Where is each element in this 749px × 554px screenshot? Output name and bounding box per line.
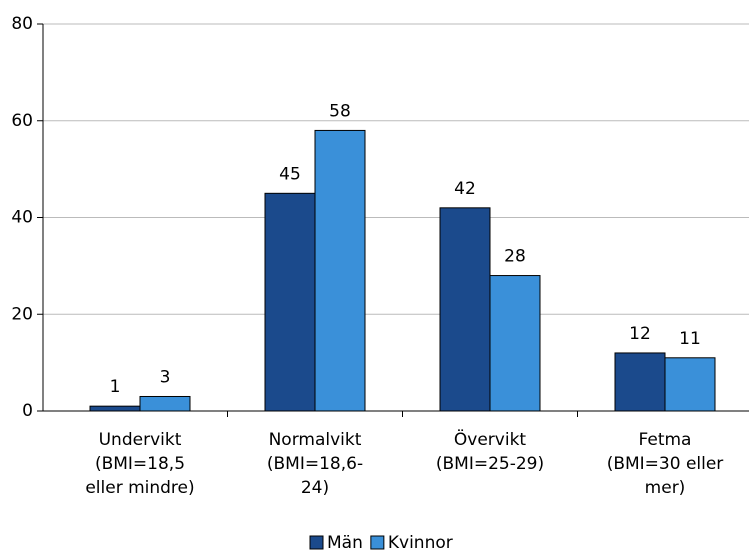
bar: [139, 395, 191, 412]
legend-label: Kvinnor: [388, 533, 453, 553]
x-tick-label: Övervikt (BMI=25-29): [435, 430, 545, 474]
bar: [664, 357, 716, 412]
data-label: 58: [329, 101, 351, 121]
bar: [314, 129, 366, 412]
bar: [489, 275, 541, 412]
data-label: 42: [454, 179, 476, 199]
legend-swatch: [309, 535, 324, 550]
y-tick-label: 20: [11, 304, 33, 324]
legend-label: Män: [327, 533, 363, 553]
legend-swatch: [370, 535, 385, 550]
y-tick-label: 0: [22, 401, 33, 421]
data-label: 45: [279, 164, 301, 184]
data-label: 3: [160, 367, 171, 387]
data-label: 28: [504, 247, 526, 267]
x-tick-label: Undervikt (BMI=18,5 eller mindre): [85, 430, 195, 498]
y-tick-label: 40: [11, 208, 33, 228]
x-tick-label: Normalvikt (BMI=18,6- 24): [266, 430, 364, 498]
data-label: 12: [629, 324, 651, 344]
bar: [89, 405, 141, 412]
y-tick-label: 80: [11, 14, 33, 34]
bar: [264, 192, 316, 412]
data-label: 11: [679, 329, 701, 349]
bar: [614, 352, 666, 412]
x-tick-label: Fetma (BMI=30 eller mer): [606, 430, 724, 498]
y-tick-label: 60: [11, 111, 33, 131]
data-label: 1: [110, 377, 121, 397]
bar: [439, 207, 491, 412]
